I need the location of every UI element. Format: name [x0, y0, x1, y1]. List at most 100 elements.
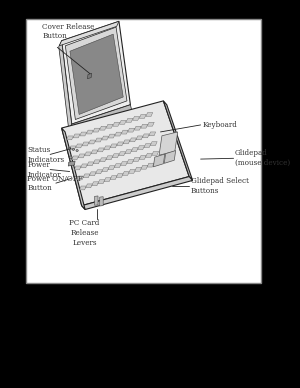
Ellipse shape [68, 147, 71, 149]
Polygon shape [61, 21, 130, 124]
Polygon shape [119, 120, 126, 124]
Polygon shape [100, 197, 103, 206]
Polygon shape [87, 162, 94, 166]
Text: Keyboard: Keyboard [202, 121, 237, 129]
Polygon shape [142, 134, 149, 138]
Polygon shape [86, 130, 93, 134]
Polygon shape [128, 128, 135, 132]
Polygon shape [59, 21, 119, 46]
Polygon shape [65, 27, 127, 120]
Polygon shape [61, 101, 189, 206]
Polygon shape [117, 142, 124, 146]
Polygon shape [96, 170, 103, 174]
Polygon shape [122, 171, 129, 175]
Polygon shape [80, 186, 86, 190]
Polygon shape [73, 134, 80, 138]
Polygon shape [110, 144, 117, 148]
Text: Cover Release
Button: Cover Release Button [42, 23, 95, 40]
Polygon shape [123, 140, 130, 144]
Polygon shape [149, 132, 156, 136]
Polygon shape [147, 163, 154, 167]
Polygon shape [93, 128, 100, 132]
Polygon shape [93, 160, 100, 164]
Polygon shape [108, 166, 115, 170]
Ellipse shape [70, 156, 72, 158]
Polygon shape [164, 101, 193, 180]
Polygon shape [150, 142, 157, 146]
Polygon shape [113, 122, 120, 126]
Polygon shape [72, 105, 132, 130]
Polygon shape [116, 173, 123, 177]
Polygon shape [104, 146, 111, 150]
Polygon shape [98, 148, 104, 152]
Polygon shape [100, 126, 106, 130]
Polygon shape [81, 164, 88, 168]
Polygon shape [141, 165, 148, 169]
FancyBboxPatch shape [26, 19, 261, 283]
Polygon shape [153, 154, 165, 167]
Polygon shape [108, 134, 115, 138]
Polygon shape [98, 180, 105, 184]
Polygon shape [92, 182, 99, 186]
Polygon shape [146, 153, 152, 157]
Polygon shape [139, 114, 146, 118]
Polygon shape [133, 116, 140, 120]
Polygon shape [87, 73, 92, 79]
Polygon shape [83, 174, 90, 178]
Polygon shape [78, 154, 85, 158]
Polygon shape [89, 172, 96, 176]
Polygon shape [112, 154, 119, 158]
Polygon shape [85, 184, 92, 188]
Polygon shape [106, 124, 113, 128]
Polygon shape [114, 164, 121, 168]
Polygon shape [85, 152, 92, 156]
Polygon shape [104, 178, 111, 182]
Polygon shape [102, 136, 109, 140]
Polygon shape [110, 176, 117, 180]
Polygon shape [152, 151, 159, 155]
Ellipse shape [72, 148, 74, 150]
Polygon shape [129, 170, 136, 173]
Polygon shape [164, 151, 176, 163]
Polygon shape [141, 124, 148, 128]
Text: PC Card
Release
Levers: PC Card Release Levers [69, 219, 100, 247]
Text: Power
Indicator: Power Indicator [27, 161, 61, 179]
Polygon shape [76, 144, 82, 148]
Polygon shape [94, 196, 98, 205]
Polygon shape [135, 167, 142, 171]
Polygon shape [125, 150, 132, 154]
Text: Glidepad
(mouse device): Glidepad (mouse device) [235, 149, 290, 167]
Text: Status
Indicators: Status Indicators [27, 146, 64, 164]
Polygon shape [144, 144, 151, 147]
Polygon shape [159, 132, 178, 155]
Polygon shape [91, 150, 98, 154]
Polygon shape [70, 34, 123, 114]
Polygon shape [121, 130, 128, 134]
Polygon shape [146, 113, 153, 116]
Polygon shape [153, 161, 160, 165]
Polygon shape [115, 132, 122, 136]
Text: Glidepad Select
Buttons: Glidepad Select Buttons [190, 177, 249, 195]
Polygon shape [69, 146, 76, 150]
Polygon shape [127, 159, 134, 163]
Text: Power ON/OFF
Button: Power ON/OFF Button [27, 175, 83, 192]
Polygon shape [126, 118, 133, 122]
Polygon shape [77, 176, 84, 180]
Polygon shape [89, 140, 95, 144]
Polygon shape [68, 161, 75, 166]
Polygon shape [131, 148, 138, 152]
Polygon shape [100, 158, 106, 162]
Ellipse shape [76, 150, 78, 152]
Polygon shape [130, 138, 136, 142]
Polygon shape [121, 162, 128, 166]
Polygon shape [133, 158, 140, 161]
Polygon shape [134, 126, 141, 130]
Polygon shape [102, 168, 109, 171]
Polygon shape [82, 142, 89, 146]
Polygon shape [136, 136, 143, 140]
Polygon shape [61, 128, 85, 210]
Polygon shape [139, 156, 146, 159]
Polygon shape [74, 166, 81, 170]
Polygon shape [59, 41, 72, 130]
Polygon shape [106, 156, 113, 160]
